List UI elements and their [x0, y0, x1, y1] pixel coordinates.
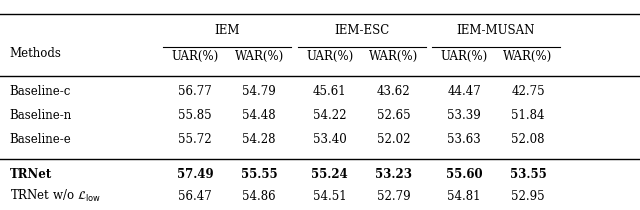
Text: 55.55: 55.55 [241, 168, 278, 181]
Text: UAR(%): UAR(%) [172, 50, 219, 63]
Text: 52.79: 52.79 [377, 190, 410, 203]
Text: 53.63: 53.63 [447, 133, 481, 146]
Text: 53.40: 53.40 [313, 133, 346, 146]
Text: IEM-ESC: IEM-ESC [334, 24, 389, 37]
Text: 43.62: 43.62 [377, 85, 410, 98]
Text: Baseline-n: Baseline-n [10, 109, 72, 122]
Text: 57.49: 57.49 [177, 168, 214, 181]
Text: 55.60: 55.60 [445, 168, 483, 181]
Text: WAR(%): WAR(%) [369, 50, 418, 63]
Text: 54.51: 54.51 [313, 190, 346, 203]
Text: 53.23: 53.23 [375, 168, 412, 181]
Text: IEM: IEM [214, 24, 240, 37]
Text: Baseline-c: Baseline-c [10, 85, 71, 98]
Text: 54.22: 54.22 [313, 109, 346, 122]
Text: IEM-MUSAN: IEM-MUSAN [457, 24, 535, 37]
Text: UAR(%): UAR(%) [440, 50, 488, 63]
Text: 53.39: 53.39 [447, 109, 481, 122]
Text: 56.47: 56.47 [179, 190, 212, 203]
Text: 42.75: 42.75 [511, 85, 545, 98]
Text: 44.47: 44.47 [447, 85, 481, 98]
Text: 52.02: 52.02 [377, 133, 410, 146]
Text: 45.61: 45.61 [313, 85, 346, 98]
Text: UAR(%): UAR(%) [306, 50, 353, 63]
Text: 54.81: 54.81 [447, 190, 481, 203]
Text: 52.65: 52.65 [377, 109, 410, 122]
Text: WAR(%): WAR(%) [504, 50, 552, 63]
Text: TRNet w/o $\mathcal{L}_{\mathrm{low}}$: TRNet w/o $\mathcal{L}_{\mathrm{low}}$ [10, 188, 100, 204]
Text: 54.79: 54.79 [243, 85, 276, 98]
Text: 55.24: 55.24 [311, 168, 348, 181]
Text: Baseline-e: Baseline-e [10, 133, 71, 146]
Text: 54.48: 54.48 [243, 109, 276, 122]
Text: 52.95: 52.95 [511, 190, 545, 203]
Text: WAR(%): WAR(%) [235, 50, 284, 63]
Text: 51.84: 51.84 [511, 109, 545, 122]
Text: 52.08: 52.08 [511, 133, 545, 146]
Text: 54.86: 54.86 [243, 190, 276, 203]
Text: TRNet: TRNet [10, 168, 52, 181]
Text: 55.72: 55.72 [179, 133, 212, 146]
Text: Methods: Methods [10, 47, 61, 59]
Text: 53.55: 53.55 [509, 168, 547, 181]
Text: 56.77: 56.77 [179, 85, 212, 98]
Text: 55.85: 55.85 [179, 109, 212, 122]
Text: 54.28: 54.28 [243, 133, 276, 146]
